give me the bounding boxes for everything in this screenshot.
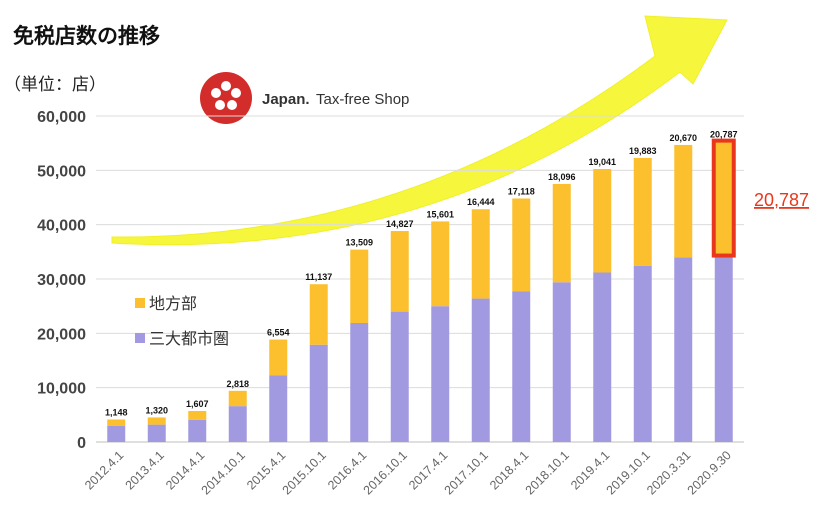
bar-regional bbox=[188, 410, 207, 420]
y-tick-label: 10,000 bbox=[37, 381, 86, 398]
legend-label-metro: 三大都市圏 bbox=[149, 329, 229, 348]
data-label: 6,554 bbox=[267, 328, 290, 338]
callout-value: 20,787 bbox=[754, 190, 809, 210]
bar-metro bbox=[633, 265, 652, 442]
page-title: 免税店数の推移 bbox=[13, 24, 160, 48]
x-tick-label: 2015.10.1 bbox=[280, 448, 329, 497]
x-tick-label: 2020.9.30 bbox=[685, 448, 734, 497]
bar-regional bbox=[228, 390, 247, 407]
data-label: 14,827 bbox=[386, 219, 414, 229]
bar-metro bbox=[552, 282, 571, 442]
y-axis: 0 10,000 20,000 30,000 40,000 50,000 60,000 bbox=[37, 109, 86, 452]
bar-regional bbox=[593, 169, 612, 273]
data-label: 2,818 bbox=[226, 379, 249, 389]
y-tick-label: 20,000 bbox=[37, 326, 86, 343]
x-tick-label: 2017.10.1 bbox=[442, 448, 491, 497]
data-label: 11,137 bbox=[305, 272, 332, 282]
legend-swatch-regional bbox=[135, 298, 145, 308]
highlight-box bbox=[711, 138, 736, 258]
bars bbox=[107, 141, 733, 442]
bar-regional bbox=[552, 183, 571, 283]
bar-regional bbox=[714, 141, 733, 255]
bar-regional bbox=[633, 157, 652, 266]
unit-label: （単位：店） bbox=[4, 75, 106, 95]
y-tick-label: 50,000 bbox=[37, 163, 86, 180]
y-tick-label: 40,000 bbox=[37, 218, 86, 235]
bar-regional bbox=[674, 144, 693, 258]
x-tick-label: 2018.10.1 bbox=[523, 448, 572, 497]
data-label: 19,041 bbox=[588, 157, 616, 167]
bar-regional bbox=[147, 417, 166, 425]
bar-regional bbox=[107, 419, 126, 426]
y-tick-label: 0 bbox=[77, 435, 86, 452]
bar-metro bbox=[188, 419, 207, 442]
x-tick-label: 2012.4.1 bbox=[82, 448, 126, 492]
bar-regional bbox=[390, 231, 409, 312]
data-label: 18,096 bbox=[548, 172, 576, 182]
bar-regional bbox=[350, 249, 369, 324]
data-label: 15,601 bbox=[426, 209, 454, 219]
legend-label-regional: 地方部 bbox=[149, 294, 197, 313]
data-label: 20,670 bbox=[669, 133, 697, 143]
bar-regional bbox=[269, 339, 288, 376]
data-label: 1,607 bbox=[186, 399, 209, 409]
bar-regional bbox=[431, 221, 450, 307]
bar-metro bbox=[390, 311, 409, 442]
bar-metro bbox=[512, 291, 531, 442]
logo-brand-bold: Japan. bbox=[262, 91, 310, 108]
x-tick-label: 2016.10.1 bbox=[361, 448, 410, 497]
logo-brand-text: Tax-free Shop bbox=[316, 91, 409, 108]
x-tick-label: 2013.4.1 bbox=[123, 448, 167, 492]
bar-metro bbox=[147, 424, 166, 442]
data-label: 17,118 bbox=[508, 186, 535, 196]
bar-metro bbox=[228, 406, 247, 442]
bar-metro bbox=[431, 306, 450, 442]
bar-metro bbox=[269, 375, 288, 442]
data-label: 19,883 bbox=[629, 146, 657, 156]
y-tick-label: 60,000 bbox=[37, 109, 86, 126]
logo: Japan. Tax-free Shop bbox=[186, 66, 426, 126]
growth-arrow-icon bbox=[111, 15, 728, 246]
data-label: 1,148 bbox=[105, 407, 128, 417]
bar-metro bbox=[309, 344, 328, 442]
data-label: 13,509 bbox=[345, 238, 373, 248]
cherry-blossom-logo-icon bbox=[200, 72, 252, 124]
bar-metro bbox=[471, 298, 490, 442]
data-label: 16,444 bbox=[467, 197, 495, 207]
bar-metro bbox=[593, 272, 612, 442]
bar-regional bbox=[309, 284, 328, 345]
bar-regional bbox=[471, 209, 490, 299]
bar-metro bbox=[714, 254, 733, 442]
bar-metro bbox=[107, 425, 126, 442]
x-axis: 2012.4.12013.4.12014.4.12014.10.12015.4.… bbox=[82, 448, 734, 497]
data-label: 20,787 bbox=[710, 130, 738, 140]
bar-metro bbox=[674, 257, 693, 442]
y-tick-label: 30,000 bbox=[37, 272, 86, 289]
legend-swatch-metro bbox=[135, 333, 145, 343]
data-label: 1,320 bbox=[145, 405, 168, 415]
bar-metro bbox=[350, 323, 369, 442]
data-labels: 1,148 1,320 1,607 2,818 6,554 11,137 13,509 14,… bbox=[105, 130, 738, 418]
legend: 地方部 三大都市圏 bbox=[135, 294, 229, 348]
x-tick-label: 2014.10.1 bbox=[199, 448, 248, 497]
bar-regional bbox=[512, 198, 531, 292]
